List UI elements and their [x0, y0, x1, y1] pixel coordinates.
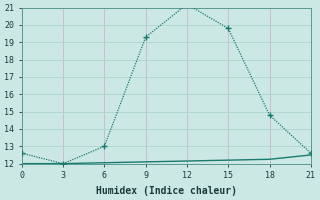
X-axis label: Humidex (Indice chaleur): Humidex (Indice chaleur): [96, 186, 237, 196]
